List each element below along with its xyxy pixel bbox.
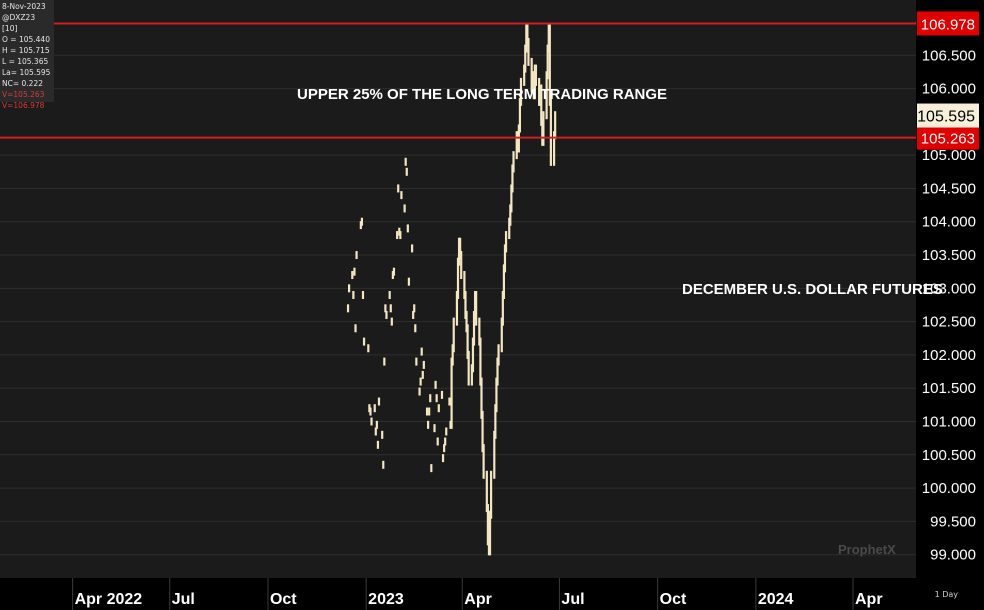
annotation-upper-range: UPPER 25% OF THE LONG TERM TRADING RANGE — [297, 86, 667, 103]
y-tick-label: 102.000 — [922, 347, 976, 364]
y-tick-label: 104.500 — [922, 180, 976, 197]
info-high: H = 105.715 — [2, 46, 50, 55]
y-tick-label: 100.000 — [922, 480, 976, 497]
timeframe-label[interactable]: 1 Day — [934, 590, 958, 599]
info-line-1: V=105.263 — [2, 90, 45, 99]
x-tick-label: Oct — [660, 591, 687, 608]
grid — [0, 54, 916, 556]
x-tick-label: Apr — [855, 591, 883, 608]
y-tick-label: 101.000 — [922, 414, 976, 431]
level-lines: 106.978 105.263 105.595 — [0, 11, 979, 150]
y-tick-label: 103.000 — [922, 280, 976, 297]
y-tick-label: 106.000 — [922, 81, 976, 98]
info-open: O = 105.440 — [2, 35, 50, 44]
x-tick-label: 2024 — [758, 591, 794, 608]
time-axis: Apr 2022 Jul Oct 2023 Apr Jul Oct 2024 Apr — [72, 578, 883, 610]
y-tick-label: 99.500 — [930, 513, 976, 530]
info-net-change: NC= 0.222 — [2, 79, 43, 88]
y-tick-label: 102.500 — [922, 314, 976, 331]
y-tick-label: 106.500 — [922, 47, 976, 64]
info-low: L = 105.365 — [2, 57, 49, 66]
quote-info-panel: 8-Nov-2023 @DXZ23 [10] O = 105.440 H = 1… — [0, 0, 54, 110]
x-tick-label: Jul — [561, 591, 584, 608]
level-tag — [917, 11, 979, 36]
last-price-label: 105.595 — [917, 109, 975, 126]
x-tick-label: Oct — [270, 591, 297, 608]
last-price-tag — [917, 103, 979, 128]
x-tick-label: 2023 — [368, 591, 404, 608]
y-tick-label: 104.000 — [922, 214, 976, 231]
y-tick-label: 103.500 — [922, 247, 976, 264]
level-tag-label: 106.978 — [921, 16, 975, 33]
info-symbol: @DXZ23 [10] — [2, 13, 36, 33]
price-bars — [346, 24, 557, 556]
y-tick-label: 100.500 — [922, 447, 976, 464]
prophetx-logo: ProphetX — [838, 542, 896, 557]
y-tick-label: 99.000 — [930, 547, 976, 564]
y-tick-label: 101.500 — [922, 380, 976, 397]
annotation-dollar-futures: DECEMBER U.S. DOLLAR FUTURES — [682, 281, 943, 298]
y-tick-label: 105.000 — [922, 147, 976, 164]
level-tag-label: 105.263 — [921, 131, 975, 148]
level-tag — [917, 125, 979, 150]
info-last: La= 105.595 — [2, 68, 51, 77]
info-date: 8-Nov-2023 — [2, 2, 46, 11]
info-line-2: V=106.978 — [2, 101, 45, 110]
x-tick-label: Apr 2022 — [75, 591, 143, 608]
price-axis: 106.500 106.000 105.000 104.500 104.000 103.5… — [922, 47, 976, 563]
x-tick-label: Jul — [172, 591, 195, 608]
x-tick-label: Apr — [464, 591, 492, 608]
